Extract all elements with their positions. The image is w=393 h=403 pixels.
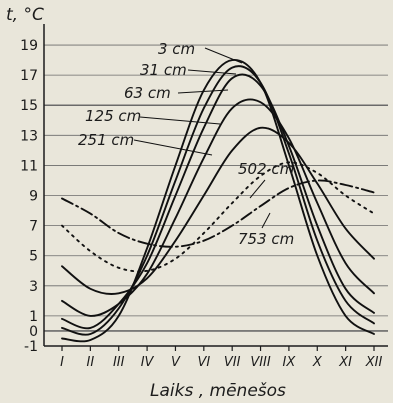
x-tick-label: III — [113, 355, 125, 370]
series-label: 31 cm — [140, 61, 187, 79]
y-tick-label: 11 — [20, 158, 38, 174]
x-tick-label: IV — [141, 355, 155, 370]
x-tick-label: IX — [283, 355, 297, 370]
x-tick-label: XI — [338, 355, 352, 370]
x-tick-label: XII — [365, 355, 383, 370]
x-tick-label: VIII — [250, 355, 271, 370]
y-tick-label: 0 — [29, 324, 38, 340]
series-lines — [61, 59, 375, 343]
series-labels: 3 cm 31 cm 63 cm 125 cm 251 cm 502 cm 753 cm — [78, 40, 294, 248]
x-axis-label: Laiks , mēnešos — [150, 381, 286, 401]
y-tick-label: -1 — [24, 339, 38, 355]
series-leader-line — [249, 179, 266, 199]
y-tick-label: 17 — [20, 68, 38, 84]
series-line — [61, 179, 375, 248]
x-tick-label: VII — [224, 355, 241, 370]
series-line — [61, 98, 375, 317]
series-leader-line — [187, 69, 237, 75]
y-tick-label: 5 — [29, 249, 38, 265]
y-tick-label: 9 — [29, 189, 38, 205]
series-line — [61, 161, 375, 273]
series-label: 125 cm — [85, 107, 141, 125]
x-tick-label: I — [60, 355, 64, 370]
series-line — [61, 59, 375, 343]
y-tick-label: 15 — [20, 98, 38, 114]
y-tick-label: 7 — [29, 219, 38, 235]
series-line — [61, 126, 375, 295]
series-label: 3 cm — [158, 40, 195, 58]
series-leader-line — [261, 212, 271, 229]
y-tick-label: 19 — [20, 38, 38, 54]
axes — [43, 24, 388, 347]
y-tick-label: 1 — [29, 309, 38, 325]
x-tick-label: VI — [197, 355, 210, 370]
x-tick-label: II — [87, 355, 95, 370]
series-label: 63 cm — [124, 84, 171, 102]
x-tick-label: X — [312, 355, 323, 370]
y-tick-label: 13 — [20, 128, 38, 144]
series-label: 251 cm — [78, 131, 134, 149]
x-tick-labels: I II III IV V VI VII VIII IX X XI XII — [60, 346, 382, 370]
x-tick-label: V — [171, 355, 181, 370]
series-line — [61, 65, 375, 336]
series-leader-line — [133, 139, 213, 156]
series-leader-line — [177, 89, 229, 94]
y-tick-label: 3 — [29, 279, 38, 295]
series-leader-line — [204, 47, 243, 64]
series-label: 753 cm — [238, 230, 294, 248]
y-axis-label: t, °C — [6, 5, 44, 25]
series-label: 502 cm — [238, 160, 294, 178]
series-leader-line — [139, 116, 221, 125]
